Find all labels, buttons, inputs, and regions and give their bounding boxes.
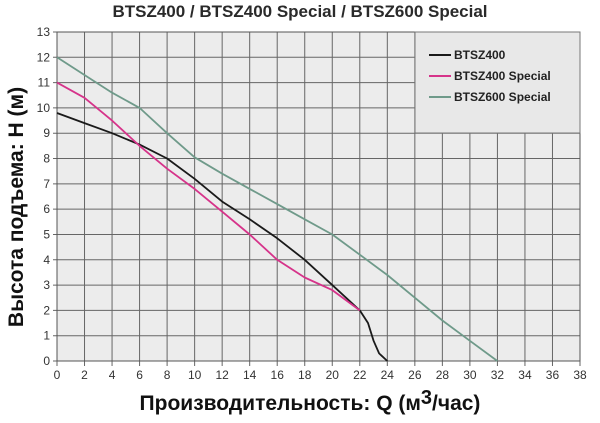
x-tick-label: 28 xyxy=(436,368,450,382)
series-line-btsz400-special xyxy=(56,81,361,312)
legend-box xyxy=(414,31,581,134)
x-tick-label: 36 xyxy=(546,368,560,382)
y-tick-label: 2 xyxy=(43,303,50,317)
y-tick-label: 9 xyxy=(43,126,50,140)
y-tick-label: 7 xyxy=(43,177,50,191)
x-axis-label-suffix: /час) xyxy=(432,392,481,415)
x-tick-label: 6 xyxy=(136,368,143,382)
y-tick-label: 3 xyxy=(43,278,50,292)
y-tick-label: 12 xyxy=(37,50,51,64)
y-tick-label: 0 xyxy=(43,354,50,368)
x-tick-label: 16 xyxy=(271,368,285,382)
x-tick-label: 12 xyxy=(215,368,229,382)
series-line-btsz600-special xyxy=(56,56,498,362)
chart-title: BTSZ400 / BTSZ400 Special / BTSZ600 Spec… xyxy=(112,2,488,21)
x-tick-label: 10 xyxy=(188,368,202,382)
x-tick-label: 24 xyxy=(381,368,395,382)
x-tick-label: 30 xyxy=(463,368,477,382)
y-tick-label: 13 xyxy=(37,25,51,39)
x-tick-label: 34 xyxy=(518,368,532,382)
x-tick-label: 4 xyxy=(109,368,116,382)
y-tick-label: 10 xyxy=(37,101,51,115)
series-line-btsz400 xyxy=(56,112,388,362)
y-tick-label: 4 xyxy=(43,253,50,267)
x-tick-label: 0 xyxy=(54,368,61,382)
x-axis-label-sup: 3 xyxy=(420,387,433,409)
y-tick-label: 8 xyxy=(43,152,50,166)
y-tick-label: 1 xyxy=(43,329,50,343)
x-tick-label: 38 xyxy=(573,368,587,382)
y-tick-label: 11 xyxy=(38,76,51,90)
x-tick-label: 2 xyxy=(81,368,88,382)
legend-label: BTSZ400 xyxy=(454,48,506,62)
x-tick-label: 22 xyxy=(353,368,367,382)
x-tick-label: 14 xyxy=(243,368,257,382)
x-tick-label: 18 xyxy=(298,368,312,382)
legend-label: BTSZ600 Special xyxy=(454,90,551,104)
plot-border xyxy=(56,31,581,362)
x-axis-label: Производительность: Q (м3/час) xyxy=(0,388,600,416)
y-tick-label: 6 xyxy=(43,202,50,216)
legend-label: BTSZ400 Special xyxy=(454,69,551,83)
x-tick-label: 8 xyxy=(164,368,171,382)
y-tick-label: 5 xyxy=(43,227,50,241)
x-tick-label: 26 xyxy=(408,368,422,382)
x-axis-label-prefix: Производительность: Q (м xyxy=(139,392,421,415)
x-tick-label: 20 xyxy=(326,368,340,382)
x-tick-label: 32 xyxy=(491,368,505,382)
